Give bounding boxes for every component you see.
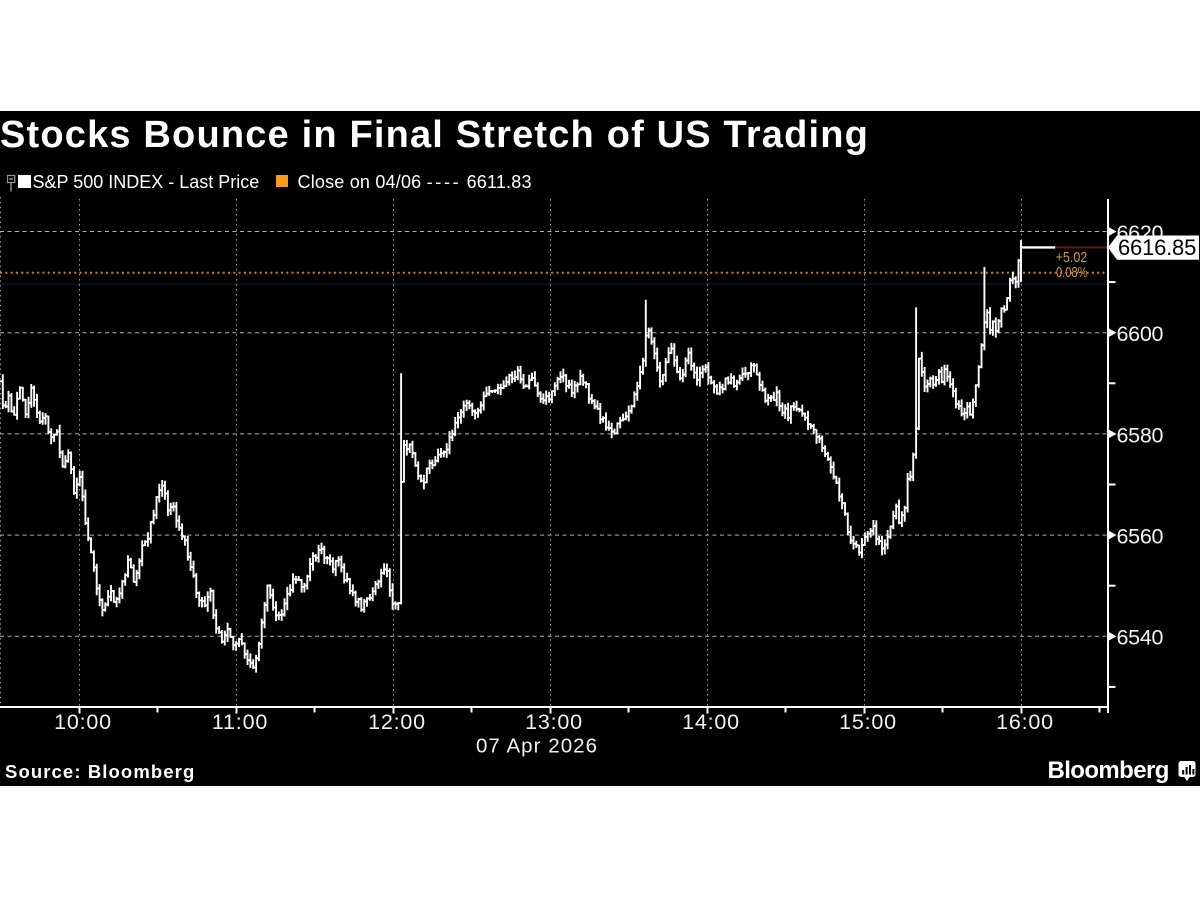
svg-text:+5.02: +5.02 <box>1056 249 1088 266</box>
svg-text:13:00: 13:00 <box>525 710 583 734</box>
svg-text:15:00: 15:00 <box>839 710 897 734</box>
svg-text:16:00: 16:00 <box>996 710 1054 734</box>
svg-text:10:00: 10:00 <box>54 710 112 734</box>
svg-text:6560: 6560 <box>1117 525 1164 549</box>
svg-text:07 Apr 2026: 07 Apr 2026 <box>476 735 598 758</box>
svg-text:14:00: 14:00 <box>682 710 740 734</box>
svg-text:11:00: 11:00 <box>212 710 268 734</box>
svg-text:12:00: 12:00 <box>368 710 426 734</box>
svg-text:6600: 6600 <box>1117 322 1164 346</box>
svg-text:6616.85: 6616.85 <box>1118 235 1196 260</box>
svg-text:6540: 6540 <box>1117 626 1164 650</box>
svg-text:6580: 6580 <box>1117 423 1164 447</box>
